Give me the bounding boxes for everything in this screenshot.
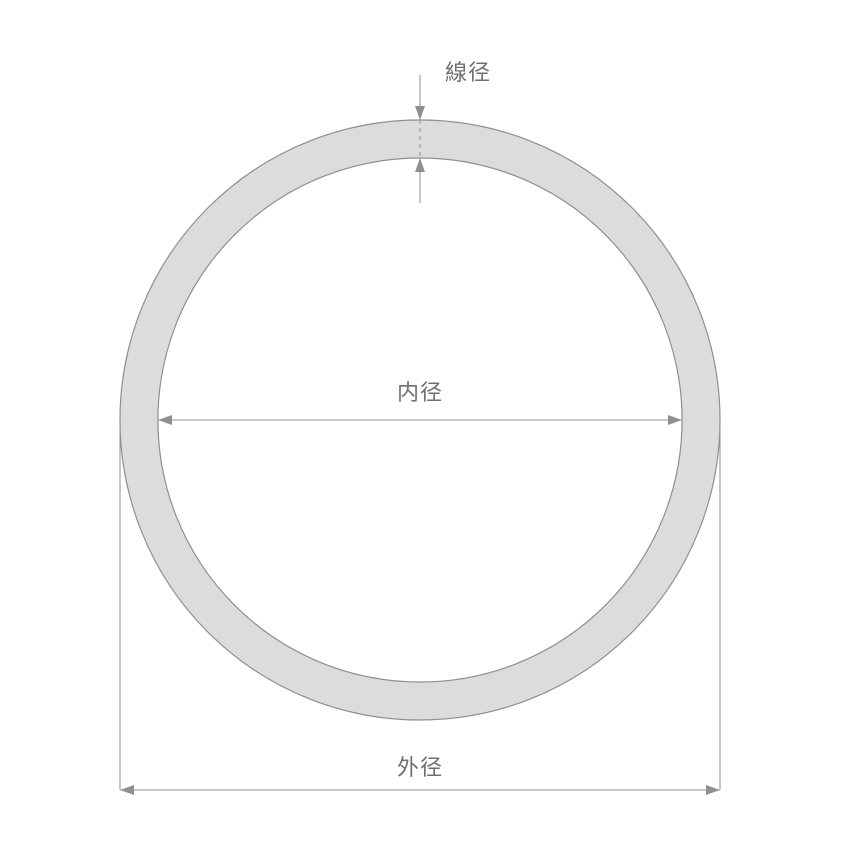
arrowhead xyxy=(415,158,425,172)
outer-diameter-label: 外径 xyxy=(397,755,443,780)
arrowhead xyxy=(706,785,720,795)
ring-dimension-diagram: 内径外径 線径 xyxy=(0,0,850,850)
arrowhead xyxy=(158,415,172,425)
arrowhead xyxy=(668,415,682,425)
arrowhead xyxy=(120,785,134,795)
arrowhead xyxy=(415,106,425,120)
wall-thickness-label: 線径 xyxy=(445,60,491,85)
inner-diameter-label: 内径 xyxy=(397,380,443,405)
